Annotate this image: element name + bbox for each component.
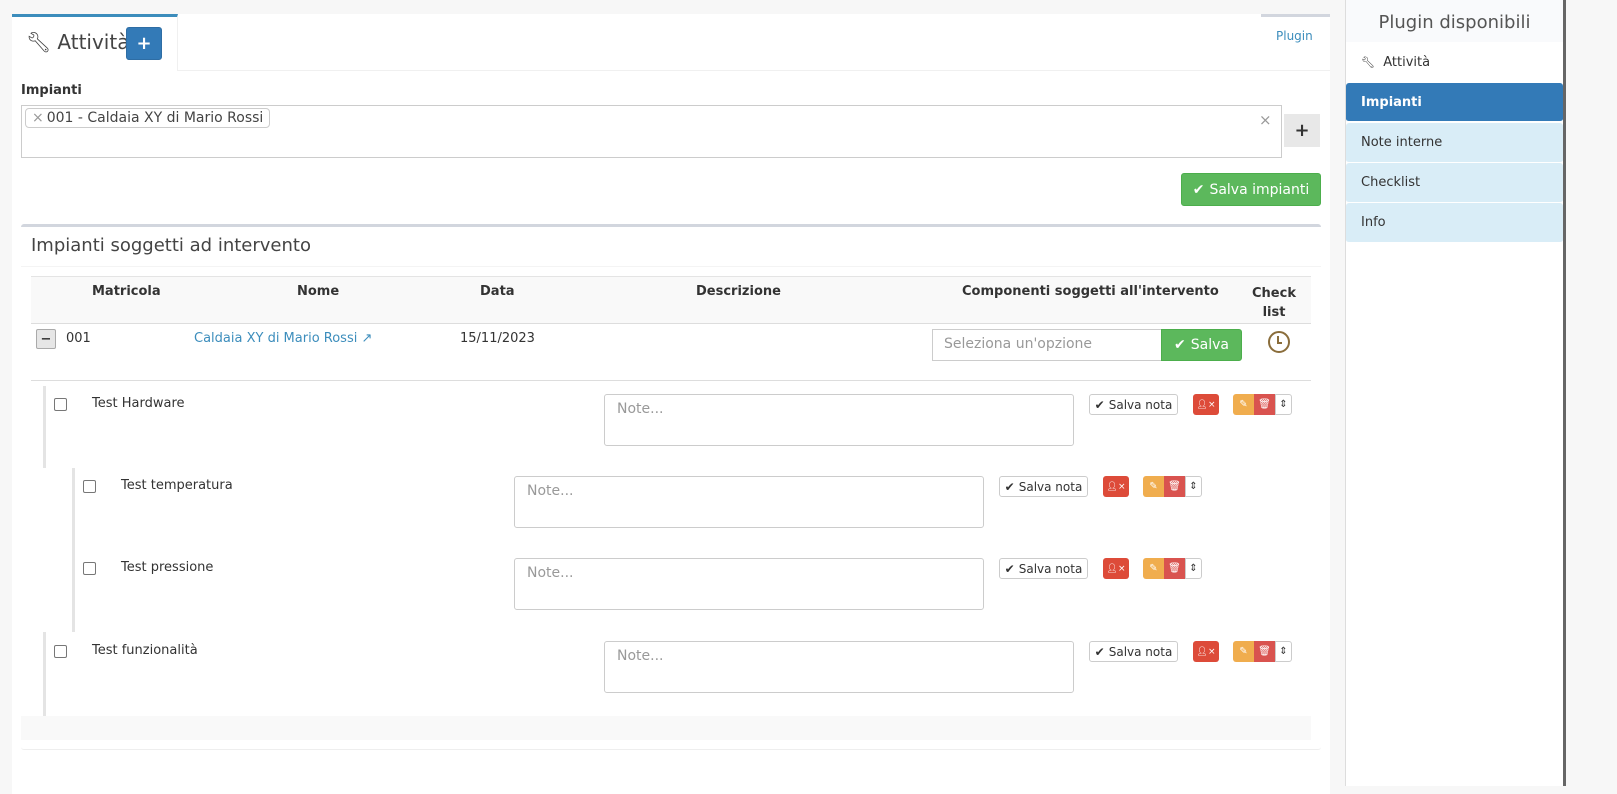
checklist-label: Test funzionalità [92, 643, 198, 658]
box-title: Impianti soggetti ad intervento [31, 235, 311, 256]
edit-icon[interactable]: ✎ [1143, 476, 1164, 497]
wrench-icon: 🔧︎ [1361, 56, 1375, 69]
tab-title: 🔧︎ Attività [26, 30, 130, 54]
cell-matricola: 001 [66, 331, 91, 346]
add-impianto-button[interactable]: + [1284, 114, 1320, 147]
tree-line [43, 632, 46, 716]
selected-chip: × 001 - Caldaia XY di Mario Rossi [25, 108, 271, 128]
user-times-icon: 👤︎× [1196, 646, 1216, 657]
checklist-label: Test pressione [121, 560, 214, 575]
sort-icon[interactable]: ⇕ [1275, 641, 1292, 662]
note-textarea[interactable]: Note... [514, 558, 984, 610]
impianti-label: Impianti [21, 83, 82, 98]
checklist-label: Test temperatura [121, 478, 233, 493]
impianto-link[interactable]: Caldaia XY di Mario Rossi ↗ [194, 331, 373, 346]
checklist-checkbox[interactable] [83, 562, 96, 575]
th-componenti: Componenti soggetti all'intervento [962, 284, 1219, 299]
remove-user-button[interactable]: 👤︎× [1193, 641, 1219, 662]
sidebar-item-checklist[interactable]: Checklist [1346, 163, 1563, 203]
th-data: Data [480, 284, 515, 299]
actions-group: ✎ 🗑︎ ⇕ [1143, 558, 1202, 579]
chip-remove-icon[interactable]: × [32, 110, 44, 126]
note-textarea[interactable]: Note... [604, 394, 1074, 446]
sort-icon[interactable]: ⇕ [1275, 394, 1292, 415]
remove-user-button[interactable]: 👤︎× [1103, 476, 1129, 497]
sidebar-item-note-interne[interactable]: Note interne [1346, 123, 1563, 163]
checklist-checkbox[interactable] [83, 480, 96, 493]
th-nome: Nome [297, 284, 340, 299]
divider [178, 70, 1330, 71]
th-checklist: Checklist [1252, 286, 1296, 320]
save-componenti-button[interactable]: ✔ Salva [1161, 329, 1242, 361]
trash-icon[interactable]: 🗑︎ [1254, 641, 1275, 662]
sidebar-item-impianti[interactable]: Impianti [1346, 83, 1563, 122]
note-textarea[interactable]: Note... [514, 476, 984, 528]
checklist-checkbox[interactable] [54, 645, 67, 658]
componenti-select[interactable]: Seleziona un'opzione [932, 329, 1162, 361]
trash-icon[interactable]: 🗑︎ [1164, 476, 1185, 497]
sub-footer [21, 716, 1311, 740]
edit-icon[interactable]: ✎ [1233, 641, 1254, 662]
tab-plugin[interactable]: Plugin [1261, 14, 1330, 71]
save-note-button[interactable]: ✔ Salva nota [999, 558, 1088, 579]
sidebar-title: Plugin disponibili [1346, 0, 1563, 42]
trash-icon[interactable]: 🗑︎ [1254, 394, 1275, 415]
wrench-icon: 🔧︎ [26, 30, 52, 54]
save-note-button[interactable]: ✔ Salva nota [1089, 394, 1178, 415]
remove-user-button[interactable]: 👤︎× [1193, 394, 1219, 415]
clear-icon[interactable]: × [1259, 111, 1272, 129]
check-icon: ✔ [1004, 561, 1015, 576]
edit-icon[interactable]: ✎ [1233, 394, 1254, 415]
check-icon: ✔ [1094, 644, 1105, 659]
actions-group: ✎ 🗑︎ ⇕ [1143, 476, 1202, 497]
edit-icon[interactable]: ✎ [1143, 558, 1164, 579]
checklist-checkbox[interactable] [54, 398, 67, 411]
actions-group: ✎ 🗑︎ ⇕ [1233, 394, 1292, 415]
external-link-icon: ↗ [361, 331, 373, 346]
divider [21, 266, 1321, 267]
check-icon: ✔ [1094, 397, 1105, 412]
check-icon: ✔ [1192, 181, 1205, 198]
remove-user-button[interactable]: 👤︎× [1103, 558, 1129, 579]
save-impianti-button[interactable]: ✔ Salva impianti [1181, 173, 1321, 206]
trash-icon[interactable]: 🗑︎ [1164, 558, 1185, 579]
th-matricola: Matricola [92, 284, 161, 299]
save-note-button[interactable]: ✔ Salva nota [1089, 641, 1178, 662]
add-activity-button[interactable]: + [126, 27, 162, 60]
check-icon: ✔ [1004, 479, 1015, 494]
check-icon: ✔ [1174, 337, 1186, 353]
divider [31, 380, 1311, 381]
table-header [31, 276, 1311, 324]
save-note-button[interactable]: ✔ Salva nota [999, 476, 1088, 497]
sidebar-item-info[interactable]: Info [1346, 203, 1563, 243]
collapse-button[interactable]: − [36, 329, 56, 349]
tree-line [72, 468, 75, 632]
user-times-icon: 👤︎× [1106, 481, 1126, 492]
clock-icon[interactable] [1268, 331, 1290, 353]
th-descrizione: Descrizione [696, 284, 781, 299]
sort-icon[interactable]: ⇕ [1185, 558, 1202, 579]
impianti-select[interactable] [21, 105, 1282, 158]
actions-group: ✎ 🗑︎ ⇕ [1233, 641, 1292, 662]
tree-line [43, 386, 46, 468]
sort-icon[interactable]: ⇕ [1185, 476, 1202, 497]
checklist-label: Test Hardware [92, 396, 185, 411]
user-times-icon: 👤︎× [1106, 563, 1126, 574]
user-times-icon: 👤︎× [1196, 399, 1216, 410]
sidebar-item-attivita[interactable]: 🔧︎ Attività [1346, 43, 1563, 82]
note-textarea[interactable]: Note... [604, 641, 1074, 693]
cell-data: 15/11/2023 [460, 331, 535, 346]
